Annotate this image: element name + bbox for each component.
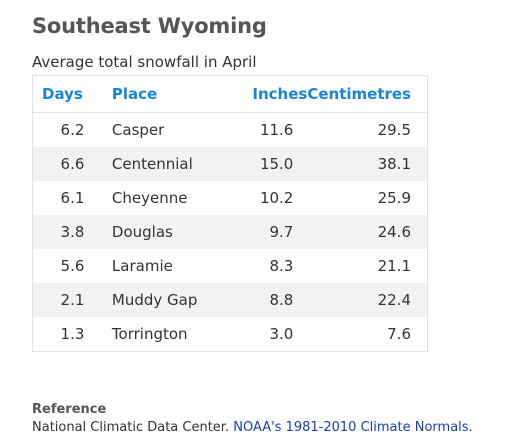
cell-days: 5.6 <box>60 257 85 275</box>
cell-place: Centennial <box>111 147 217 181</box>
reference-text: National Climatic Data Center. NOAA's 19… <box>32 420 473 435</box>
cell-inches: 11.6 <box>259 121 294 139</box>
cell-place: Laramie <box>111 257 173 275</box>
page-title: Southeast Wyoming <box>32 14 267 38</box>
cell-inches: 8.3 <box>269 257 294 275</box>
cell-days: 6.6 <box>33 147 112 181</box>
table-header-row: Days Place Inches Centimetres <box>33 76 427 113</box>
column-header-inches: Inches <box>216 76 308 113</box>
table-row: 6.6 Centennial 15.0 38.1 <box>33 147 427 181</box>
reference-section: Reference National Climatic Data Center.… <box>32 402 473 435</box>
cell-days: 6.1 <box>60 189 85 207</box>
table-row: 2.1 Muddy Gap 8.8 22.4 <box>33 283 427 317</box>
snowfall-table-container: Days Place Inches Centimetres 6.2 Casper… <box>32 75 428 352</box>
cell-inches: 8.8 <box>216 283 308 317</box>
cell-centimetres: 22.4 <box>307 283 427 317</box>
cell-centimetres: 21.1 <box>377 257 411 275</box>
cell-place: Casper <box>111 121 165 139</box>
cell-centimetres: 25.9 <box>377 189 411 207</box>
table-caption: Average total snowfall in April <box>32 53 257 71</box>
cell-inches: 15.0 <box>216 147 308 181</box>
snowfall-table: Days Place Inches Centimetres 6.2 Casper… <box>33 76 427 351</box>
cell-place: Cheyenne <box>111 189 188 207</box>
table-row: 6.1 Cheyenne 10.2 25.9 <box>33 181 427 215</box>
cell-days: 1.3 <box>60 325 85 343</box>
cell-inches: 10.2 <box>259 189 294 207</box>
reference-link[interactable]: NOAA's 1981-2010 Climate Normals. <box>233 420 473 435</box>
reference-source: National Climatic Data Center. <box>32 420 230 435</box>
table-row: 1.3 Torrington 3.0 7.6 <box>33 317 427 351</box>
cell-place: Douglas <box>111 215 217 249</box>
cell-centimetres: 24.6 <box>307 215 427 249</box>
column-header-place: Place <box>111 76 217 113</box>
cell-days: 3.8 <box>33 215 112 249</box>
column-header-centimetres: Centimetres <box>307 76 427 113</box>
cell-place: Torrington <box>111 325 188 343</box>
cell-days: 2.1 <box>33 283 112 317</box>
table-row: 6.2 Casper 11.6 29.5 <box>33 113 427 148</box>
cell-centimetres: 29.5 <box>377 121 411 139</box>
cell-place: Muddy Gap <box>111 283 217 317</box>
cell-days: 6.2 <box>60 121 85 139</box>
table-row: 3.8 Douglas 9.7 24.6 <box>33 215 427 249</box>
cell-centimetres: 7.6 <box>387 325 411 343</box>
table-row: 5.6 Laramie 8.3 21.1 <box>33 249 427 283</box>
cell-inches: 3.0 <box>269 325 294 343</box>
cell-inches: 9.7 <box>216 215 308 249</box>
cell-centimetres: 38.1 <box>307 147 427 181</box>
column-header-days: Days <box>33 76 112 113</box>
reference-heading: Reference <box>32 402 107 417</box>
